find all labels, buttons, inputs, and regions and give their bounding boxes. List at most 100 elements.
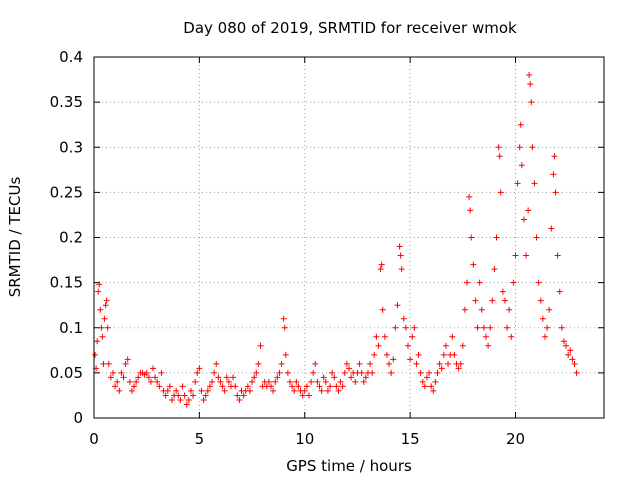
data-point xyxy=(249,378,256,385)
data-point xyxy=(286,378,293,385)
data-point xyxy=(415,351,422,358)
data-point xyxy=(145,374,152,381)
data-point xyxy=(308,378,315,385)
data-point xyxy=(352,378,359,385)
data-point xyxy=(322,378,329,385)
data-point xyxy=(303,383,310,390)
y-tick-label: 0.35 xyxy=(50,93,83,111)
data-point xyxy=(518,162,525,169)
y-axis-label: SRMTID / TECUs xyxy=(6,177,24,298)
data-point xyxy=(539,315,546,322)
data-point xyxy=(341,369,348,376)
data-point xyxy=(504,324,511,331)
data-point xyxy=(396,243,403,250)
data-point xyxy=(474,324,481,331)
data-point xyxy=(383,351,390,358)
data-point xyxy=(343,360,350,367)
chart-title: Day 080 of 2019, SRMTID for receiver wmo… xyxy=(183,19,517,37)
data-point xyxy=(558,324,565,331)
data-point xyxy=(175,392,182,399)
data-point xyxy=(472,297,479,304)
data-point xyxy=(417,369,424,376)
data-point xyxy=(327,383,334,390)
data-point xyxy=(318,387,325,394)
data-point xyxy=(457,360,464,367)
data-point xyxy=(192,378,199,385)
data-point xyxy=(523,252,530,259)
data-point xyxy=(378,261,385,268)
y-tick-label: 0.1 xyxy=(59,319,83,337)
data-point xyxy=(100,360,107,367)
data-point xyxy=(525,207,532,214)
data-point xyxy=(274,374,281,381)
data-point xyxy=(563,342,570,349)
data-point xyxy=(202,392,209,399)
data-point xyxy=(244,383,251,390)
data-point xyxy=(268,383,275,390)
data-point xyxy=(272,378,279,385)
data-point xyxy=(455,365,462,372)
data-point xyxy=(299,392,306,399)
data-point xyxy=(281,324,288,331)
data-point xyxy=(295,383,302,390)
data-point xyxy=(367,360,374,367)
data-point xyxy=(329,369,336,376)
data-point xyxy=(386,360,393,367)
data-point xyxy=(183,401,190,408)
data-point xyxy=(339,383,346,390)
data-point xyxy=(240,392,247,399)
x-tick-label: 20 xyxy=(506,430,525,448)
data-point xyxy=(551,153,558,160)
data-point xyxy=(560,338,567,345)
data-point xyxy=(128,387,135,394)
y-tick-label: 0.15 xyxy=(50,274,83,292)
data-point xyxy=(187,387,194,394)
data-point xyxy=(255,360,262,367)
data-point xyxy=(358,369,365,376)
data-point xyxy=(280,315,287,322)
data-point xyxy=(116,387,123,394)
data-point xyxy=(190,392,197,399)
data-point xyxy=(544,324,551,331)
data-point xyxy=(421,383,428,390)
x-tick-label: 5 xyxy=(195,430,205,448)
data-point xyxy=(152,374,159,381)
data-point xyxy=(508,333,515,340)
data-point xyxy=(371,351,378,358)
data-point xyxy=(428,383,435,390)
x-tick-label: 0 xyxy=(89,430,99,448)
data-point xyxy=(476,279,483,286)
data-point xyxy=(185,396,192,403)
data-point xyxy=(124,356,131,363)
data-point xyxy=(97,306,104,313)
data-point xyxy=(496,153,503,160)
data-point xyxy=(217,378,224,385)
data-point xyxy=(215,374,222,381)
data-point xyxy=(305,392,312,399)
data-point xyxy=(225,378,232,385)
data-point xyxy=(516,144,523,151)
data-point xyxy=(464,279,471,286)
data-point xyxy=(98,324,105,331)
data-point xyxy=(467,207,474,214)
data-point xyxy=(104,324,111,331)
data-point xyxy=(337,378,344,385)
data-point xyxy=(445,360,452,367)
data-point xyxy=(102,302,109,309)
data-point xyxy=(154,378,161,385)
data-point xyxy=(131,383,138,390)
data-point xyxy=(181,392,188,399)
y-tick-label: 0.4 xyxy=(59,48,83,66)
data-point xyxy=(122,360,129,367)
data-point xyxy=(234,392,241,399)
data-point xyxy=(156,383,163,390)
data-point xyxy=(173,387,180,394)
data-point xyxy=(419,378,426,385)
data-point xyxy=(373,333,380,340)
data-point xyxy=(546,306,553,313)
data-point xyxy=(520,216,527,223)
data-point xyxy=(120,374,127,381)
data-point xyxy=(92,351,99,358)
data-point xyxy=(501,297,508,304)
data-point xyxy=(196,365,203,372)
